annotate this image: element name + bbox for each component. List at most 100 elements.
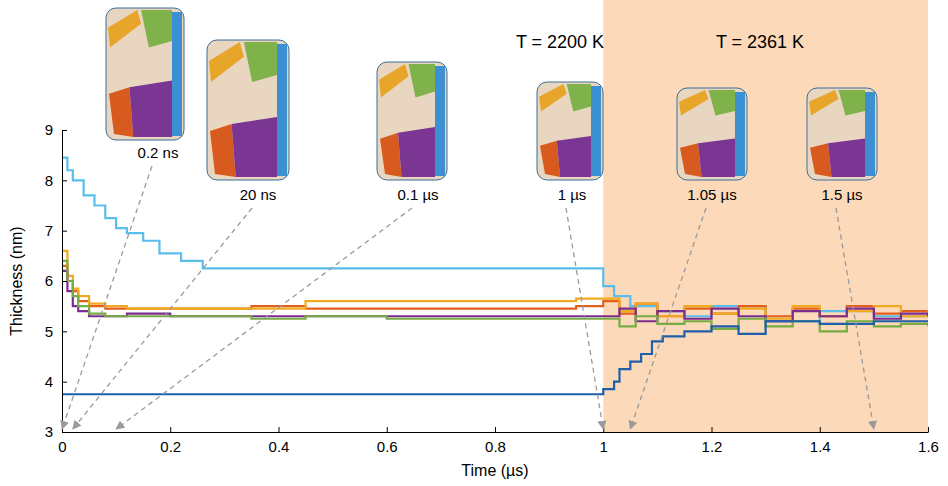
facet bbox=[109, 87, 133, 137]
facet bbox=[172, 12, 182, 136]
facet bbox=[380, 133, 402, 177]
thickness-line bbox=[62, 321, 928, 394]
x-tick-mark bbox=[820, 427, 821, 432]
facet bbox=[679, 90, 709, 116]
y-tick: 7 bbox=[45, 222, 67, 239]
annotation-arrow bbox=[116, 208, 412, 429]
facet bbox=[865, 92, 875, 176]
y-tick: 4 bbox=[45, 373, 67, 390]
annotation-label: 20 ns bbox=[240, 186, 277, 203]
facet bbox=[141, 10, 172, 48]
chart: T = 2200 K T = 2361 K 0 0.2 0.4 0.6 0.8 1 1.2 1.4… bbox=[0, 0, 948, 486]
facet bbox=[108, 10, 141, 48]
x-axis-title: Time (µs) bbox=[461, 462, 528, 479]
annotation-arrow bbox=[836, 208, 874, 429]
x-axis: 0 0.2 0.4 0.6 0.8 1 1.2 1.4 1.6 bbox=[58, 427, 939, 455]
facet bbox=[591, 86, 601, 176]
facet bbox=[277, 44, 287, 176]
y-tick: 5 bbox=[45, 323, 67, 340]
crystal-body bbox=[537, 82, 603, 180]
facet bbox=[698, 139, 735, 177]
y-tick: 8 bbox=[45, 172, 67, 189]
x-tick: 1.6 bbox=[918, 427, 939, 455]
facet bbox=[232, 117, 277, 177]
annotation-label: 1.05 µs bbox=[687, 186, 737, 203]
annotation-arrow bbox=[566, 208, 603, 429]
y-axis: 3 4 5 6 7 8 9 bbox=[45, 121, 67, 440]
x-tick: 0.4 bbox=[269, 427, 290, 455]
x-tick-mark bbox=[170, 427, 171, 432]
x-tick-label: 1.4 bbox=[810, 438, 831, 455]
x-tick-mark bbox=[712, 427, 713, 432]
facet bbox=[409, 64, 436, 97]
x-tick-label: 0.2 bbox=[160, 438, 181, 455]
x-tick: 1.4 bbox=[810, 427, 831, 455]
y-tick-label: 6 bbox=[45, 272, 53, 289]
y-tick-label: 7 bbox=[45, 222, 53, 239]
facet bbox=[709, 90, 736, 116]
y-tick-label: 5 bbox=[45, 323, 53, 340]
facet bbox=[540, 141, 560, 177]
x-tick-mark bbox=[495, 427, 496, 432]
y-tick-mark bbox=[62, 382, 67, 383]
y-tick-mark bbox=[62, 180, 67, 181]
x-tick-mark bbox=[279, 427, 280, 432]
region-label: T = 2361 K bbox=[716, 32, 804, 52]
facet bbox=[129, 81, 172, 137]
temperature-region bbox=[603, 0, 928, 432]
y-tick-mark bbox=[62, 231, 67, 232]
crystal-sketch bbox=[807, 88, 877, 180]
crystal-sketch bbox=[537, 82, 603, 180]
facet bbox=[809, 90, 839, 116]
thickness-line bbox=[62, 271, 928, 321]
x-tick-mark bbox=[387, 427, 388, 432]
facet bbox=[810, 143, 832, 177]
x-tick-label: 0.8 bbox=[485, 438, 506, 455]
x-tick-mark bbox=[928, 427, 929, 432]
x-tick: 0.6 bbox=[377, 427, 398, 455]
y-tick-mark bbox=[62, 432, 67, 433]
x-tick: 1.2 bbox=[702, 427, 723, 455]
x-tick: 0.2 bbox=[160, 427, 181, 455]
y-tick-label: 4 bbox=[45, 373, 53, 390]
y-tick: 9 bbox=[45, 121, 67, 138]
x-tick: 0.8 bbox=[485, 427, 506, 455]
y-tick-mark bbox=[62, 331, 67, 332]
crystal-body bbox=[807, 88, 877, 180]
facet bbox=[828, 139, 865, 177]
crystal-sketch bbox=[106, 8, 184, 140]
y-tick-label: 8 bbox=[45, 172, 53, 189]
y-axis-title: Thickness (nm) bbox=[8, 226, 25, 335]
annotation-label: 0.2 ns bbox=[138, 144, 179, 161]
facet bbox=[379, 64, 409, 97]
x-tick-label: 0.4 bbox=[269, 438, 290, 455]
y-tick-mark bbox=[62, 130, 67, 131]
region-label: T = 2200 K bbox=[516, 32, 604, 52]
crystal-sketch bbox=[377, 62, 447, 180]
facet bbox=[839, 90, 866, 116]
facet bbox=[557, 136, 591, 177]
facet bbox=[735, 92, 745, 176]
x-tick-label: 1.6 bbox=[918, 438, 939, 455]
annotation-label: 0.1 µs bbox=[397, 186, 438, 203]
x-tick-label: 0.6 bbox=[377, 438, 398, 455]
crystal-body bbox=[677, 88, 747, 180]
facet bbox=[209, 42, 244, 82]
facet bbox=[567, 84, 591, 111]
x-tick-label: 1.2 bbox=[702, 438, 723, 455]
y-tick: 6 bbox=[45, 272, 67, 289]
x-tick-label: 1 bbox=[600, 438, 608, 455]
facet bbox=[210, 124, 236, 177]
x-tick-label: 0 bbox=[58, 438, 66, 455]
annotation-label: 1 µs bbox=[558, 186, 587, 203]
x-tick: 1 bbox=[600, 427, 608, 455]
facet bbox=[398, 127, 435, 177]
y-tick-label: 3 bbox=[45, 423, 53, 440]
facet bbox=[244, 42, 277, 82]
crystal-body bbox=[106, 8, 184, 140]
facet bbox=[435, 66, 445, 176]
crystal-body bbox=[377, 62, 447, 180]
series-group bbox=[62, 158, 928, 395]
y-tick-label: 9 bbox=[45, 121, 53, 138]
annotation-arrow bbox=[630, 208, 706, 429]
